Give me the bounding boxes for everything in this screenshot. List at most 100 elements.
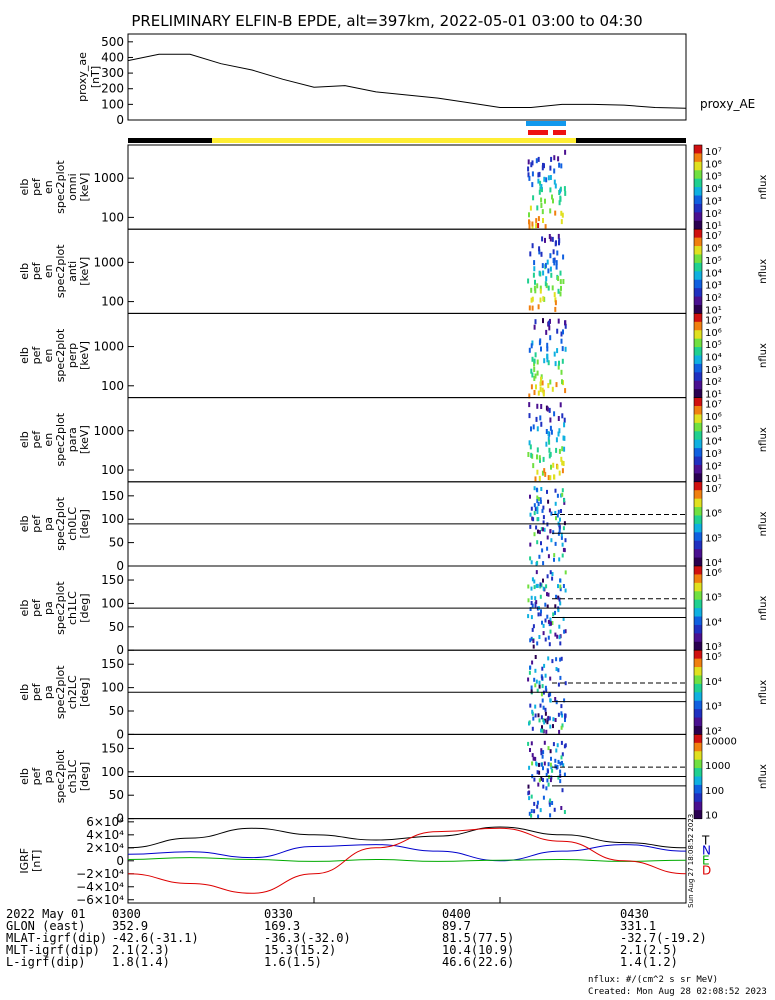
spectrogram-pixel bbox=[547, 782, 550, 787]
spectrogram-pixel bbox=[564, 323, 567, 329]
spectrogram-para: 1000100elbpefenspec2plotpara[keV]10⁷10⁶1… bbox=[18, 397, 769, 485]
spectrogram-pixel bbox=[546, 346, 549, 352]
spectrogram-pixel bbox=[529, 638, 532, 643]
colorbar-segment bbox=[694, 321, 702, 331]
colorbar-segment bbox=[694, 776, 702, 786]
spectrogram-pixel bbox=[540, 751, 543, 756]
spectrogram-pixel bbox=[533, 777, 536, 782]
spectrogram-pixel bbox=[558, 470, 561, 476]
panel-ylabel-line: para bbox=[66, 427, 79, 452]
spectrogram-pixel bbox=[541, 676, 544, 681]
spectrogram-pixel bbox=[547, 715, 550, 720]
spectrogram-pixel bbox=[559, 587, 562, 592]
panel-ytick-label: 150 bbox=[101, 657, 124, 671]
footer-value: 0400 bbox=[442, 907, 471, 921]
panel-ytick-label: 100 bbox=[101, 210, 124, 224]
spectrogram-pixel bbox=[559, 402, 562, 408]
colorbar-tick-label: 10⁷ bbox=[705, 484, 722, 495]
spectrogram-pixel bbox=[553, 168, 556, 174]
ae-legend: proxy_AE bbox=[700, 97, 755, 111]
panel-ytick-label: 100 bbox=[101, 765, 124, 779]
spectrogram-pixel bbox=[564, 388, 567, 394]
spectrogram-pixel bbox=[532, 517, 535, 522]
spectrogram-pixel bbox=[563, 422, 566, 428]
footer-value: 46.6(22.6) bbox=[442, 955, 515, 969]
spectrogram-pixel bbox=[544, 707, 547, 712]
spectrogram-pixel bbox=[533, 358, 536, 364]
colorbar-tick-label: 10² bbox=[705, 726, 722, 737]
colorbar-segment bbox=[694, 742, 702, 752]
colorbar-tick-label: 10³ bbox=[705, 702, 722, 713]
spectrogram-pixel bbox=[557, 668, 560, 673]
panel-ylabel-line: spec2plot bbox=[54, 749, 67, 803]
spectrogram-pixel bbox=[547, 656, 550, 661]
spectrogram-pixel bbox=[548, 407, 551, 413]
spectrogram-pixel bbox=[547, 268, 550, 274]
spectrogram-pixel bbox=[538, 762, 540, 767]
spectrogram-pixel bbox=[554, 210, 557, 216]
spectrogram-pixel bbox=[558, 448, 561, 454]
spectrogram-pixel bbox=[528, 811, 531, 816]
spectrogram-pixel bbox=[559, 196, 562, 202]
spectrogram-pixel bbox=[545, 729, 548, 734]
spectrogram-pixel bbox=[557, 233, 560, 239]
spectrogram-pixel bbox=[534, 507, 537, 512]
colorbar-tick-label: 10³ bbox=[705, 196, 722, 207]
spectrogram-pixel bbox=[546, 604, 549, 609]
panel-ytick-label: 100 bbox=[101, 295, 124, 309]
spectrogram-pixel bbox=[559, 279, 562, 285]
spectrogram-pixel bbox=[554, 488, 557, 493]
spectrogram-pixel bbox=[545, 441, 548, 447]
spectrogram-pixel bbox=[548, 508, 551, 513]
spectrogram-pixel bbox=[542, 270, 545, 276]
spectrogram-pixel bbox=[560, 532, 563, 537]
spectrogram-pixel bbox=[559, 578, 562, 583]
spectrogram-pixel bbox=[556, 348, 559, 354]
spectrogram-pixel bbox=[551, 572, 554, 576]
panel-ytick-label: 100 bbox=[101, 681, 124, 695]
science-zone-bar bbox=[553, 130, 566, 135]
spectrogram-pixel bbox=[531, 356, 534, 362]
spectrogram-pixel bbox=[563, 521, 566, 526]
spectrogram-pixel bbox=[564, 570, 567, 575]
spectrogram-pixel bbox=[562, 584, 565, 588]
spectrogram-pixel bbox=[536, 517, 539, 522]
spectrogram-pixel bbox=[549, 698, 552, 703]
spectrogram-pixel bbox=[558, 360, 560, 366]
ae-ytick-label: 400 bbox=[101, 50, 124, 64]
panel-ylabel-line: [deg] bbox=[78, 762, 91, 791]
spectrogram-pixel bbox=[539, 180, 542, 186]
spectrogram-pixel bbox=[552, 724, 554, 729]
spectrogram-pixel bbox=[533, 367, 536, 372]
units-note: nflux: #/(cm^2 s sr MeV) bbox=[588, 975, 719, 985]
colorbar-segment bbox=[694, 582, 702, 592]
footer-value: 1.6(1.5) bbox=[264, 955, 322, 969]
colorbar-tick-label: 1000 bbox=[705, 761, 730, 772]
spectrogram-pixel bbox=[530, 560, 533, 565]
spectrogram-pixel bbox=[538, 554, 541, 559]
spectrogram-pixel bbox=[533, 260, 536, 266]
colorbar-segment bbox=[694, 330, 702, 340]
spectrogram-pixel bbox=[547, 436, 550, 442]
spectrogram-pixel bbox=[561, 379, 563, 385]
colorbar-label: nflux bbox=[758, 343, 769, 368]
spectrogram-pixel bbox=[536, 499, 539, 504]
spectrogram-pixel bbox=[553, 474, 555, 480]
spectrogram-pixel bbox=[554, 241, 557, 247]
panel-ylabel-line: pef bbox=[30, 177, 43, 196]
spectrogram-pixel bbox=[536, 583, 539, 588]
colorbar-tick-label: 10⁵ bbox=[705, 533, 722, 544]
colorbar-segment bbox=[694, 599, 702, 609]
ae-ytick-label: 100 bbox=[101, 97, 124, 111]
ae-ytick-label: 500 bbox=[101, 35, 124, 49]
panel-ylabel-line: elb bbox=[18, 684, 31, 701]
spectrogram-pixel bbox=[533, 266, 536, 272]
spectrogram-pixel bbox=[537, 172, 540, 178]
spectrogram-pixel bbox=[561, 358, 564, 364]
panel-ylabel: elbpefenspec2plotpara[keV] bbox=[18, 412, 91, 466]
spectrogram-pixel bbox=[553, 557, 555, 562]
spectrogram-pixel bbox=[536, 205, 539, 211]
spectrogram-pixel bbox=[530, 506, 533, 511]
colorbar-segment bbox=[694, 498, 702, 508]
spectrogram-pixel bbox=[542, 515, 545, 520]
